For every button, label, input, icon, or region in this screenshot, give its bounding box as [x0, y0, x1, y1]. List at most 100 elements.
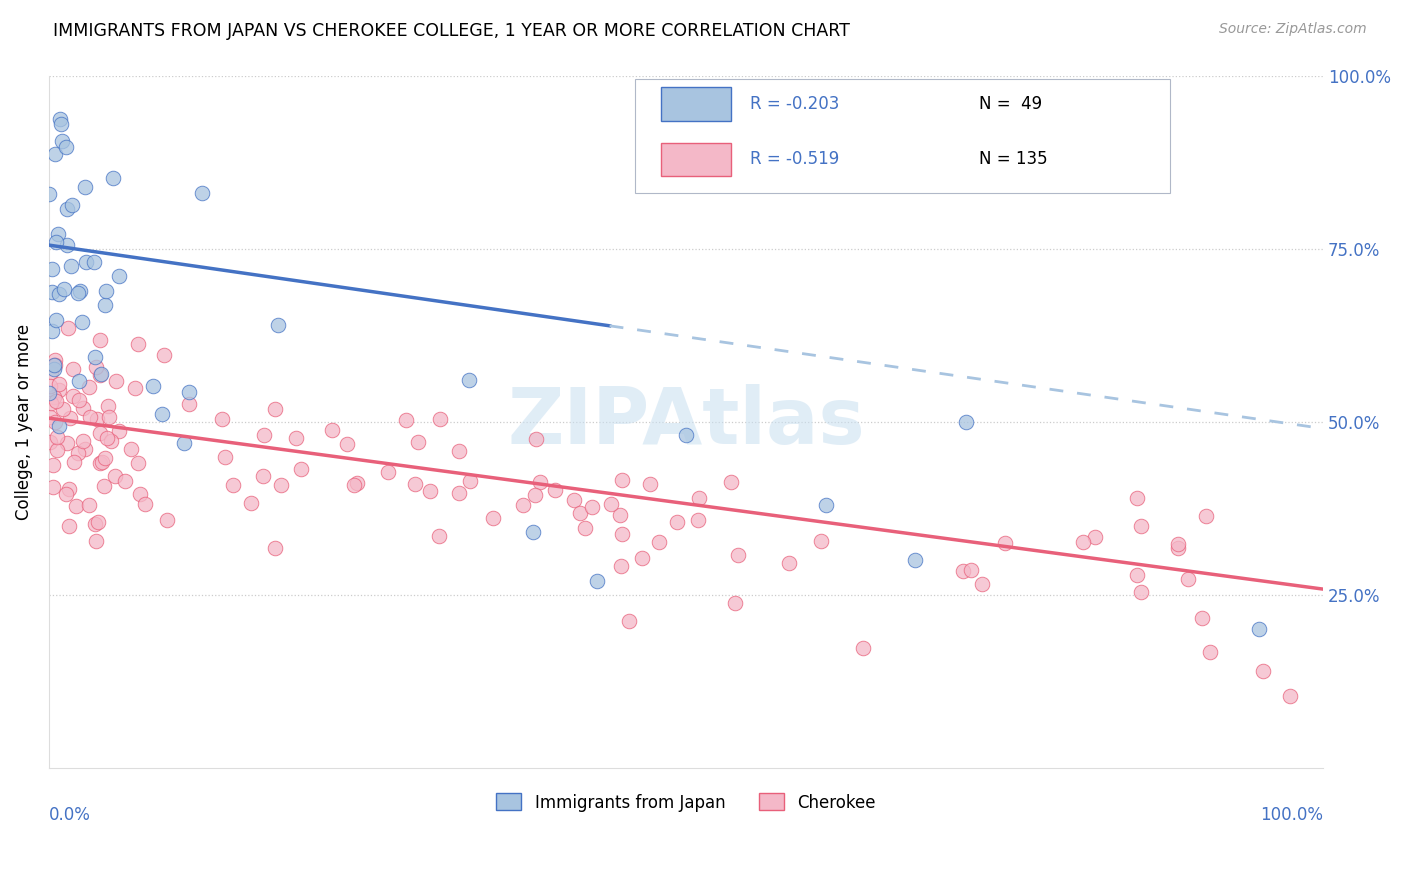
Point: [41, 262, 63, 277]
Point: [1084, 530, 1107, 544]
Y-axis label: College, 1 year or more: College, 1 year or more: [15, 324, 32, 520]
Point: [108, 269, 131, 284]
Point: [104, 374, 127, 388]
Point: [529, 475, 551, 489]
Point: [128, 456, 150, 470]
Point: [586, 574, 609, 588]
Point: [83, 516, 105, 531]
Point: [1167, 536, 1189, 550]
Point: [1251, 665, 1274, 679]
Point: [815, 498, 838, 512]
Point: [62, 361, 84, 376]
FancyBboxPatch shape: [661, 87, 731, 120]
Point: [42, 480, 65, 494]
Point: [55, 436, 77, 450]
Point: [91, 455, 114, 469]
Point: [59, 259, 82, 273]
Point: [39, 365, 62, 379]
Point: [41, 285, 63, 299]
Point: [84, 351, 107, 365]
Point: [42, 362, 65, 376]
Point: [994, 536, 1017, 550]
Point: [581, 500, 603, 514]
Point: [44, 358, 66, 372]
Point: [100, 434, 122, 449]
Point: [48, 286, 70, 301]
Point: [142, 379, 165, 393]
Point: [67, 446, 90, 460]
Point: [959, 563, 981, 577]
Point: [427, 529, 450, 543]
Point: [150, 407, 173, 421]
Point: [77, 380, 100, 394]
Point: [65, 499, 87, 513]
Point: [86, 412, 108, 426]
Point: [429, 411, 451, 425]
Text: N = 135: N = 135: [979, 150, 1047, 169]
Point: [263, 401, 285, 416]
Text: Source: ZipAtlas.com: Source: ZipAtlas.com: [1219, 22, 1367, 37]
Point: [522, 525, 544, 540]
Point: [264, 541, 287, 555]
Point: [42, 390, 65, 404]
Point: [419, 483, 441, 498]
Point: [406, 435, 429, 450]
Point: [449, 443, 471, 458]
Point: [67, 374, 90, 388]
Point: [1167, 541, 1189, 555]
Point: [67, 285, 90, 300]
Point: [45, 313, 67, 327]
Point: [727, 548, 749, 562]
Point: [321, 423, 343, 437]
Point: [395, 413, 418, 427]
Legend: Immigrants from Japan, Cherokee: Immigrants from Japan, Cherokee: [489, 787, 883, 818]
Point: [335, 437, 357, 451]
Point: [48, 419, 70, 434]
Point: [58, 482, 80, 496]
Point: [609, 508, 631, 522]
Point: [610, 558, 633, 573]
Point: [482, 511, 505, 525]
Point: [56, 238, 79, 252]
Point: [52, 402, 75, 417]
Point: [267, 318, 290, 332]
Point: [39, 395, 62, 409]
Point: [252, 468, 274, 483]
Point: [45, 394, 67, 409]
Point: [114, 475, 136, 489]
Point: [58, 519, 80, 533]
Point: [852, 641, 875, 656]
Point: [79, 410, 101, 425]
Point: [724, 596, 747, 610]
Point: [49, 117, 72, 131]
Point: [134, 497, 156, 511]
Point: [1249, 622, 1271, 636]
Point: [599, 497, 621, 511]
FancyBboxPatch shape: [661, 143, 731, 176]
Point: [128, 486, 150, 500]
Text: IMMIGRANTS FROM JAPAN VS CHEROKEE COLLEGE, 1 YEAR OR MORE CORRELATION CHART: IMMIGRANTS FROM JAPAN VS CHEROKEE COLLEG…: [53, 22, 851, 40]
Point: [39, 378, 62, 392]
Point: [377, 465, 399, 479]
Point: [562, 492, 585, 507]
Point: [56, 321, 79, 335]
Point: [39, 435, 62, 450]
Point: [1130, 585, 1153, 599]
Point: [211, 412, 233, 426]
Text: R = -0.519: R = -0.519: [749, 150, 839, 169]
Point: [688, 513, 710, 527]
Point: [810, 533, 832, 548]
Point: [290, 462, 312, 476]
Point: [89, 334, 111, 348]
Point: [1177, 572, 1199, 586]
Point: [56, 202, 79, 216]
Point: [51, 134, 73, 148]
Point: [638, 476, 661, 491]
Point: [284, 431, 307, 445]
Point: [179, 384, 201, 399]
Point: [62, 198, 84, 212]
Point: [72, 401, 94, 415]
Point: [107, 424, 129, 438]
Point: [955, 415, 977, 429]
Point: [62, 389, 84, 403]
